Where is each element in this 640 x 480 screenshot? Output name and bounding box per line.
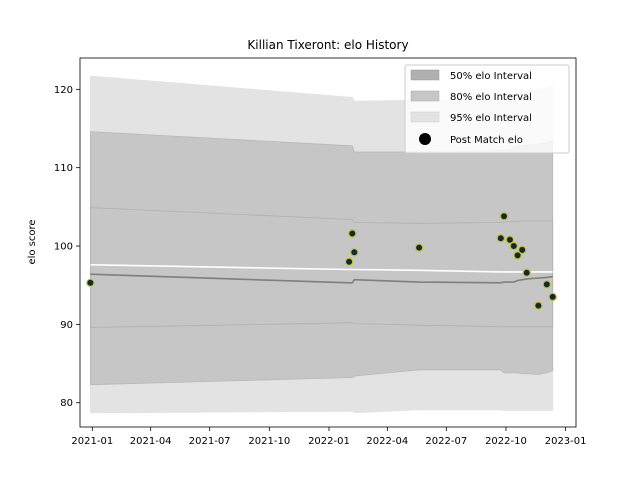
series-lines	[90, 264, 553, 284]
post-match-point	[518, 245, 527, 255]
legend-swatch-50	[410, 69, 440, 81]
post-match-point	[86, 278, 95, 287]
y-tick-label: 90	[60, 320, 73, 331]
post-match-points	[86, 212, 557, 310]
x-tick-label: 2021-07	[189, 436, 231, 447]
post-match-point	[348, 229, 357, 238]
y-axis: 80 90 100 110 120	[54, 85, 80, 409]
post-match-point	[509, 241, 518, 251]
post-match-point	[350, 248, 359, 257]
legend-box	[404, 64, 570, 154]
mean-line	[90, 264, 553, 273]
x-tick-label: 2023-01	[545, 436, 587, 447]
post-match-point	[542, 280, 552, 289]
x-tick-label: 2022-01	[308, 436, 350, 447]
legend-label-50: 50% elo Interval	[450, 71, 532, 82]
x-tick-label: 2021-01	[71, 436, 113, 447]
post-match-point	[548, 292, 557, 302]
x-tick-label: 2021-04	[130, 436, 172, 447]
y-axis-label: elo score	[27, 219, 38, 264]
post-match-point	[534, 301, 543, 310]
post-match-point	[505, 235, 515, 244]
y-tick-label: 80	[60, 398, 73, 409]
legend-swatch-80	[410, 90, 440, 102]
y-tick-label: 100	[54, 242, 73, 253]
chart-title: Killian Tixeront: elo History	[247, 38, 408, 52]
plot-frame	[79, 57, 577, 428]
x-tick-label: 2022-07	[425, 436, 467, 447]
legend-marker-post-match	[419, 133, 431, 145]
post-match-point	[499, 212, 509, 221]
post-match-point	[344, 257, 354, 266]
legend-label-80: 80% elo Interval	[450, 92, 532, 103]
median-line	[90, 273, 553, 284]
x-tick-label: 2022-04	[366, 436, 408, 447]
x-axis: 2021-01 2021-04 2021-07 2021-10 2022-01 2022-…	[71, 427, 587, 447]
band-50-interval	[90, 207, 554, 328]
legend: 50% elo Interval 80% elo Interval 95% el…	[404, 64, 570, 154]
y-tick-label: 110	[54, 163, 73, 174]
legend-label-95: 95% elo Interval	[450, 113, 532, 124]
x-tick-label: 2022-10	[485, 436, 527, 447]
post-match-point	[414, 243, 424, 252]
x-tick-label: 2021-10	[248, 436, 290, 447]
y-tick-label: 120	[54, 85, 73, 96]
post-match-point	[513, 251, 522, 260]
interval-bands	[90, 75, 554, 414]
post-match-point	[496, 233, 505, 243]
post-match-point	[522, 268, 531, 277]
legend-swatch-95	[410, 111, 440, 123]
legend-label-post-match: Post Match elo	[450, 135, 523, 146]
